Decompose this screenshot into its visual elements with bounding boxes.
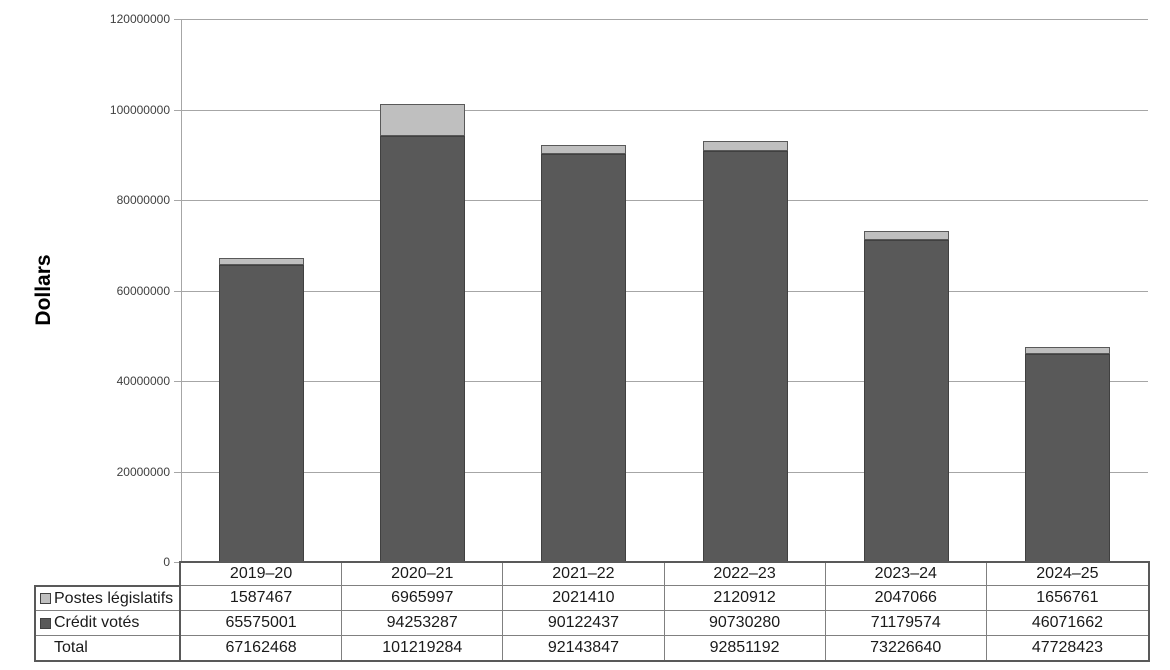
value-cell-credit: 90122437 bbox=[503, 611, 665, 636]
value-cell-postes: 2021410 bbox=[503, 586, 665, 611]
y-tick-label: 0 bbox=[163, 555, 170, 569]
y-tick-mark bbox=[174, 19, 181, 20]
bar-segment-postes-legislatifs bbox=[219, 258, 304, 265]
y-tick-label: 80000000 bbox=[116, 193, 170, 207]
y-tick-label: 40000000 bbox=[116, 374, 170, 388]
value-cell-postes: 1656761 bbox=[986, 586, 1148, 611]
y-tick-mark bbox=[174, 291, 181, 292]
value-cell-credit: 71179574 bbox=[825, 611, 987, 636]
row-label-credit-votes: Crédit votés bbox=[36, 611, 179, 636]
y-tick-mark bbox=[174, 472, 181, 473]
year-cell: 2022–23 bbox=[664, 563, 826, 586]
bar-segment-postes-legislatifs bbox=[380, 104, 465, 136]
value-cell-total: 73226640 bbox=[826, 636, 987, 660]
year-cell: 2023–24 bbox=[825, 563, 987, 586]
value-cell-credit: 94253287 bbox=[342, 611, 504, 636]
bar-segment-credit-votes bbox=[703, 151, 788, 562]
value-cell-credit: 46071662 bbox=[986, 611, 1148, 636]
row-label-total: Total bbox=[36, 636, 179, 660]
gridline bbox=[181, 291, 1148, 292]
y-tick-mark bbox=[174, 200, 181, 201]
bar-segment-postes-legislatifs bbox=[864, 231, 949, 240]
y-tick-label: 100000000 bbox=[109, 103, 170, 117]
y-tick-mark bbox=[174, 562, 181, 563]
gridline bbox=[181, 110, 1148, 111]
value-cell-postes: 2047066 bbox=[825, 586, 987, 611]
y-tick-label: 120000000 bbox=[109, 12, 170, 26]
gridline bbox=[181, 19, 1148, 20]
value-cell-postes: 2120912 bbox=[664, 586, 826, 611]
year-cell: 2020–21 bbox=[342, 563, 504, 586]
row-label-text: Postes législatifs bbox=[54, 589, 174, 607]
gridline bbox=[181, 381, 1148, 382]
y-tick-mark bbox=[174, 381, 181, 382]
y-tick-mark bbox=[174, 110, 181, 111]
plot-area bbox=[181, 19, 1148, 562]
bar-segment-postes-legislatifs bbox=[1025, 347, 1110, 354]
bar-segment-credit-votes bbox=[1025, 354, 1110, 562]
value-cell-total: 67162468 bbox=[181, 636, 343, 660]
year-cell: 2019–20 bbox=[181, 563, 343, 586]
legend-swatch-postes-icon bbox=[40, 593, 51, 604]
y-tick-label: 20000000 bbox=[116, 465, 170, 479]
row-label-text: Crédit votés bbox=[54, 614, 140, 631]
y-tick-label: 60000000 bbox=[116, 284, 170, 298]
value-cell-total: 47728423 bbox=[1031, 639, 1103, 656]
value-cell-credit: 90730280 bbox=[664, 611, 826, 636]
gridline bbox=[181, 472, 1148, 473]
value-cell-total: 101219284 bbox=[342, 636, 504, 660]
bar-segment-credit-votes bbox=[380, 136, 465, 562]
bar-segment-credit-votes bbox=[864, 240, 949, 562]
bar-segment-credit-votes bbox=[541, 154, 626, 562]
row-label-postes-legislatifs: Postes législatifs bbox=[36, 587, 179, 611]
value-cell-postes: 1587467 bbox=[181, 586, 343, 611]
data-table-values: 2019–20 2020–21 2021–22 2022–23 2023–24 2024–… bbox=[179, 561, 1150, 662]
bar-segment-postes-legislatifs bbox=[541, 145, 626, 154]
value-cell-credit: 65575001 bbox=[181, 611, 343, 636]
year-cell: 2024–25 bbox=[986, 563, 1148, 586]
data-table-row-headers: Postes législatifs Crédit votés Total bbox=[34, 585, 181, 662]
bar-segment-postes-legislatifs bbox=[703, 141, 788, 151]
legend-swatch-credit-icon bbox=[40, 617, 51, 629]
year-cell: 2021–22 bbox=[503, 563, 665, 586]
value-cell-total: 92143847 bbox=[503, 636, 665, 660]
value-cell-postes: 6965997 bbox=[342, 586, 504, 611]
value-cell-total: 92851192 bbox=[665, 636, 826, 660]
row-label-text: Total bbox=[54, 639, 88, 656]
bar-segment-credit-votes bbox=[219, 265, 304, 562]
gridline bbox=[181, 200, 1148, 201]
